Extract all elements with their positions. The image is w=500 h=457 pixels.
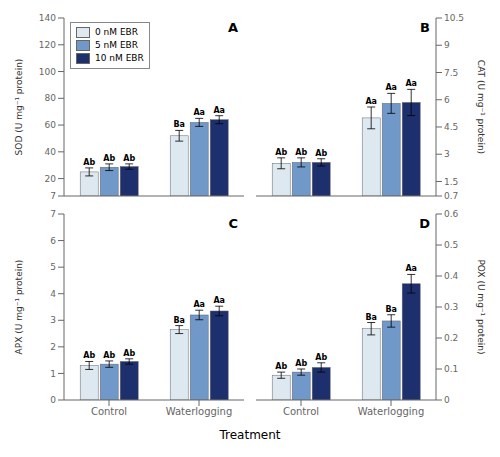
svg-text:7: 7 [50, 191, 56, 201]
svg-text:1: 1 [50, 369, 56, 379]
svg-text:3: 3 [444, 149, 450, 159]
svg-text:CAT (U mg⁻¹ protein): CAT (U mg⁻¹ protein) [476, 60, 486, 154]
svg-text:6: 6 [50, 236, 56, 246]
svg-text:Ab: Ab [123, 154, 135, 163]
svg-text:APX (U mg⁻¹ protein): APX (U mg⁻¹ protein) [14, 260, 24, 355]
html-text:0 nM EBR: 0 nM EBR [95, 27, 138, 37]
svg-text:4.5: 4.5 [444, 122, 458, 132]
svg-text:Ab: Ab [315, 149, 327, 158]
svg-text:Aa: Aa [405, 79, 417, 88]
svg-text:3: 3 [50, 315, 56, 325]
svg-text:0.7: 0.7 [444, 191, 458, 201]
svg-text:Waterlogging: Waterlogging [166, 406, 233, 417]
svg-text:Ab: Ab [103, 154, 115, 163]
svg-text:Aa: Aa [365, 97, 377, 106]
svg-text:0.6: 0.6 [444, 209, 459, 219]
svg-text:9: 9 [444, 40, 450, 50]
svg-text:Ba: Ba [173, 316, 185, 325]
svg-text:Ab: Ab [83, 351, 95, 360]
svg-text:0: 0 [444, 395, 450, 405]
svg-text:Ab: Ab [295, 359, 307, 368]
svg-text:Ab: Ab [123, 349, 135, 358]
svg-text:POX (U mg⁻¹ protein): POX (U mg⁻¹ protein) [476, 259, 486, 354]
html-text:B: B [420, 20, 430, 35]
svg-text:100: 100 [39, 67, 56, 77]
html-text:A: A [227, 20, 238, 35]
svg-text:0.1: 0.1 [444, 364, 458, 374]
svg-text:Control: Control [283, 406, 319, 417]
svg-text:10.5: 10.5 [444, 13, 464, 23]
svg-text:0: 0 [50, 395, 56, 405]
html-text:C: C [228, 216, 238, 231]
svg-text:5: 5 [50, 262, 56, 272]
svg-text:0.5: 0.5 [444, 240, 458, 250]
svg-text:60: 60 [45, 120, 57, 130]
svg-text:Ab: Ab [315, 353, 327, 362]
svg-text:Control: Control [91, 406, 127, 417]
svg-text:Aa: Aa [213, 106, 225, 115]
svg-text:40: 40 [45, 147, 57, 157]
html-text:5 nM EBR: 5 nM EBR [95, 40, 138, 50]
html-text:Treatment: Treatment [219, 428, 281, 442]
svg-text:0.3: 0.3 [444, 302, 458, 312]
svg-text:4: 4 [50, 289, 56, 299]
svg-text:Ab: Ab [275, 148, 287, 157]
svg-text:Ab: Ab [83, 158, 95, 167]
svg-text:Ab: Ab [103, 351, 115, 360]
svg-text:140: 140 [39, 13, 56, 23]
svg-text:0.2: 0.2 [444, 333, 458, 343]
svg-text:0.4: 0.4 [444, 271, 459, 281]
svg-text:SOD (U mg⁻¹ protein): SOD (U mg⁻¹ protein) [14, 59, 24, 156]
svg-text:Waterlogging: Waterlogging [358, 406, 425, 417]
svg-text:Ab: Ab [275, 362, 287, 371]
svg-text:20: 20 [45, 174, 57, 184]
svg-text:7: 7 [50, 209, 56, 219]
svg-text:Ab: Ab [295, 148, 307, 157]
svg-text:Ba: Ba [173, 120, 185, 129]
svg-text:80: 80 [45, 93, 57, 103]
svg-text:7.5: 7.5 [444, 68, 458, 78]
svg-text:Aa: Aa [193, 108, 205, 117]
svg-text:2: 2 [50, 342, 56, 352]
svg-text:Ba: Ba [385, 305, 397, 314]
svg-text:Ba: Ba [365, 313, 377, 322]
html-text:10 nM EBR: 10 nM EBR [95, 53, 144, 63]
svg-text:Aa: Aa [405, 264, 417, 273]
svg-text:1.5: 1.5 [444, 177, 458, 187]
svg-text:Aa: Aa [385, 83, 397, 92]
svg-text:Aa: Aa [213, 296, 225, 305]
svg-text:Aa: Aa [193, 300, 205, 309]
html-text:D: D [419, 216, 430, 231]
svg-text:6: 6 [444, 95, 450, 105]
svg-text:120: 120 [39, 40, 56, 50]
